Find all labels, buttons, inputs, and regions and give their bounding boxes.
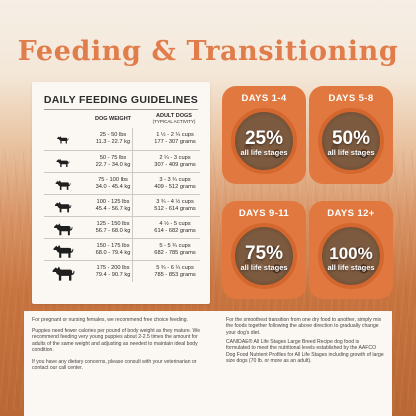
- column-header-adult: ADULT DOGS (TYPICAL ACTIVITY): [144, 113, 204, 125]
- percent-sub: all life stages: [327, 148, 375, 157]
- giant-dog-icon: [44, 261, 80, 283]
- days-label: DAYS 5-8: [328, 93, 374, 104]
- table-row: 150 - 175 lbs 68.0 - 79.4 kg 5 - 5 ¾ cups 6…: [44, 238, 200, 260]
- weight-kg: 34.0 - 45.4 kg: [95, 184, 131, 190]
- weight-lbs: 125 - 150 lbs: [96, 221, 130, 227]
- weight-cell: 175 - 200 lbs 79.4 - 90.7 kg: [82, 265, 144, 279]
- note-pregnant: For pregnant or nursing females, we reco…: [32, 317, 189, 323]
- weight-cell: 25 - 50 lbs 11.3 - 22.7 kg: [82, 132, 144, 146]
- amount-cell: 3 ¾ - 4 ½ cups 512 - 614 grams: [144, 199, 206, 213]
- guidelines-rows: 25 - 50 lbs 11.3 - 22.7 kg 1 ½ - 2 ¼ cups 1…: [44, 128, 200, 282]
- amount-cups: 1 ½ - 2 ¼ cups: [156, 132, 194, 138]
- weight-lbs: 25 - 50 lbs: [99, 132, 127, 138]
- amount-cups: 5 - 5 ¾ cups: [159, 243, 191, 249]
- guidelines-heading: DAILY FEEDING GUIDELINES: [43, 94, 199, 106]
- amount-grams: 307 - 409 grams: [154, 162, 196, 168]
- weight-lbs: 100 - 125 lbs: [96, 199, 130, 205]
- divider: [44, 109, 198, 110]
- column-header-adult-sub: (TYPICAL ACTIVITY): [152, 119, 196, 124]
- amount-cups: 3 - 3 ¾ cups: [159, 177, 191, 183]
- amount-grams: 512 - 614 grams: [154, 206, 196, 212]
- note-concerns: If you have any dietary concerns, please…: [32, 359, 197, 372]
- transition-card-days-12-plus: DAYS 12+ 100% all life stages: [309, 201, 393, 299]
- table-row: 100 - 125 lbs 45.4 - 56.7 kg 3 ¾ - 4 ½ cup…: [44, 194, 200, 216]
- dog-icon: [44, 173, 80, 195]
- weight-kg: 22.7 - 34.0 kg: [95, 162, 131, 168]
- table-row: 25 - 50 lbs 11.3 - 22.7 kg 1 ½ - 2 ¼ cups 1…: [44, 128, 200, 150]
- days-label: DAYS 12+: [327, 208, 375, 219]
- weight-lbs: 175 - 200 lbs: [96, 265, 130, 271]
- kibble-bowl-image: [318, 223, 384, 289]
- weight-cell: 75 - 100 lbs 34.0 - 45.4 kg: [82, 177, 144, 191]
- percent-value: 75%: [244, 243, 284, 264]
- transition-card-days-1-4: DAYS 1-4 25% all life stages: [222, 86, 306, 184]
- weight-kg: 68.0 - 79.4 kg: [95, 250, 131, 256]
- small-dog-icon: [44, 128, 80, 150]
- column-divider: [132, 128, 133, 282]
- amount-cell: 5 - 5 ¾ cups 682 - 785 grams: [144, 243, 206, 257]
- amount-grams: 177 - 307 grams: [154, 139, 196, 145]
- column-header-adult-label: ADULT DOGS: [156, 113, 192, 119]
- weight-kg: 79.4 - 90.7 kg: [95, 272, 131, 278]
- note-puppies: Puppies need fewer calories per pound of…: [32, 328, 201, 354]
- amount-grams: 682 - 785 grams: [154, 250, 196, 256]
- transition-card-days-9-11: DAYS 9-11 75% all life stages: [222, 201, 306, 299]
- note-transition: For the smoothest transition from one dr…: [226, 317, 382, 336]
- weight-cell: 50 - 75 lbs 22.7 - 34.0 kg: [82, 155, 144, 169]
- percent-value: 100%: [329, 244, 373, 263]
- table-row: 50 - 75 lbs 22.7 - 34.0 kg 2 ¼ - 3 cups 307…: [44, 150, 200, 172]
- notes-panel: For pregnant or nursing females, we reco…: [24, 311, 392, 416]
- amount-cups: 3 ¾ - 4 ½ cups: [156, 199, 194, 205]
- weight-cell: 125 - 150 lbs 56.7 - 68.0 kg: [82, 221, 144, 235]
- percent-sub: all life stages: [327, 263, 375, 272]
- weight-cell: 150 - 175 lbs 68.0 - 79.4 kg: [82, 243, 144, 257]
- table-row: 125 - 150 lbs 56.7 - 68.0 kg 4 ½ - 5 cups 6…: [44, 216, 200, 238]
- weight-kg: 45.4 - 56.7 kg: [95, 206, 131, 212]
- amount-cups: 4 ½ - 5 cups: [159, 221, 191, 227]
- large-dog-icon: [44, 195, 80, 217]
- feeding-guidelines-card: DAILY FEEDING GUIDELINES DOG WEIGHT ADUL…: [32, 82, 210, 304]
- kibble-bowl-image: [231, 223, 297, 289]
- amount-grams: 614 - 682 grams: [154, 228, 196, 234]
- transition-card-days-5-8: DAYS 5-8 50% all life stages: [309, 86, 393, 184]
- weight-lbs: 75 - 100 lbs: [98, 177, 128, 183]
- days-label: DAYS 9-11: [238, 208, 290, 219]
- giant-dog-icon: [44, 239, 80, 261]
- large-dog-icon: [44, 217, 80, 239]
- amount-grams: 409 - 512 grams: [154, 184, 196, 190]
- percent-value: 50%: [331, 128, 371, 149]
- amount-cell: 4 ½ - 5 cups 614 - 682 grams: [144, 221, 206, 235]
- amount-cell: 5 ¾ - 6 ¼ cups 785 - 853 grams: [144, 265, 206, 279]
- kibble-bowl-image: [318, 108, 384, 174]
- weight-cell: 100 - 125 lbs 45.4 - 56.7 kg: [82, 199, 144, 213]
- amount-cell: 3 - 3 ¾ cups 409 - 512 grams: [144, 177, 206, 191]
- weight-kg: 56.7 - 68.0 kg: [95, 228, 131, 234]
- medium-dog-icon: [44, 151, 80, 173]
- amount-cups: 2 ¼ - 3 cups: [159, 155, 191, 161]
- percent-sub: all life stages: [240, 148, 288, 157]
- amount-cell: 2 ¼ - 3 cups 307 - 409 grams: [144, 155, 206, 169]
- amount-cell: 1 ½ - 2 ¼ cups 177 - 307 grams: [144, 132, 206, 146]
- page-title: Feeding & Transitioning: [17, 36, 399, 67]
- percent-sub: all life stages: [240, 263, 288, 272]
- weight-kg: 11.3 - 22.7 kg: [95, 139, 131, 145]
- weight-lbs: 150 - 175 lbs: [96, 243, 130, 249]
- kibble-bowl-image: [231, 108, 297, 174]
- column-header-weight: DOG WEIGHT: [94, 116, 132, 122]
- days-label: DAYS 1-4: [241, 93, 287, 104]
- note-aafco: CANIDAE® All Life Stages Large Breed Rec…: [226, 339, 384, 365]
- amount-grams: 785 - 853 grams: [154, 272, 196, 278]
- weight-lbs: 50 - 75 lbs: [99, 155, 127, 161]
- table-row: 75 - 100 lbs 34.0 - 45.4 kg 3 - 3 ¾ cups 40…: [44, 172, 200, 194]
- table-row: 175 - 200 lbs 79.4 - 90.7 kg 5 ¾ - 6 ¼ cup…: [44, 260, 200, 282]
- percent-value: 25%: [244, 128, 284, 149]
- amount-cups: 5 ¾ - 6 ¼ cups: [156, 265, 194, 271]
